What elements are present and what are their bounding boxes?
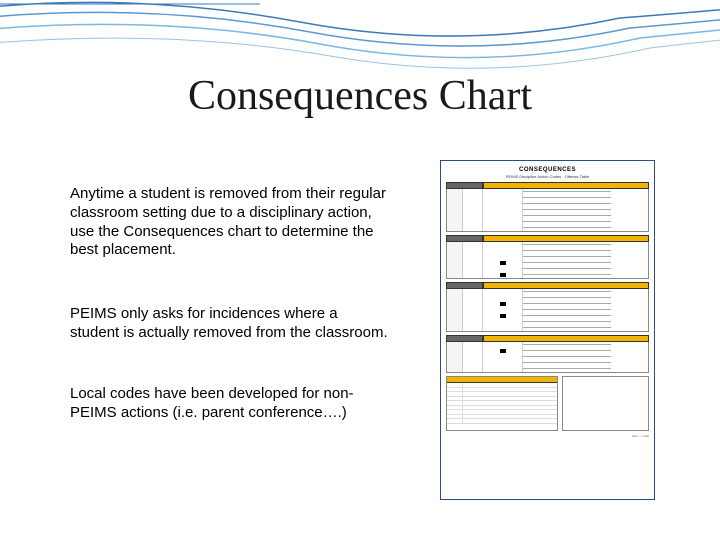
chart-section [446, 235, 649, 279]
wave-decoration [0, 0, 720, 70]
chart-section [446, 282, 649, 332]
consequences-chart-thumbnail: CONSEQUENCESPEIMS Discipline Action Code… [440, 160, 655, 500]
slide-title: Consequences Chart [0, 72, 720, 120]
body-paragraph-2: PEIMS only asks for incidences where a s… [70, 305, 390, 343]
chart-title: CONSEQUENCES [446, 167, 649, 173]
body-paragraph-1: Anytime a student is removed from their … [70, 185, 390, 260]
chart-subtitle: PEIMS Discipline Action Codes · Offense … [446, 174, 649, 179]
chart-row [446, 325, 649, 331]
chart-legend [446, 376, 649, 431]
chart-row [446, 366, 649, 372]
chart-section [446, 335, 649, 373]
body-paragraph-3: Local codes have been developed for non-… [70, 385, 390, 423]
chart-section [446, 182, 649, 232]
chart-row [446, 225, 649, 231]
chart-row [446, 272, 649, 278]
chart-footnote: Rev — LISD [446, 434, 649, 438]
